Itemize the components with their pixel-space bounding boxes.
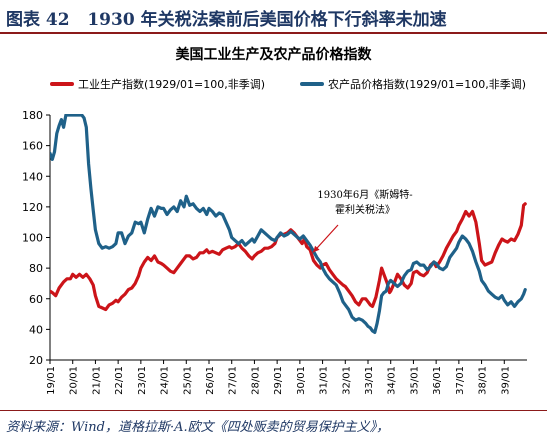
x-tick-label: 31/01: [319, 366, 330, 395]
x-tick-label: 33/01: [364, 366, 375, 395]
x-tick-label: 27/01: [228, 366, 239, 395]
annotation-text-line: 霍利关税法》: [335, 203, 395, 216]
legend-swatch-industrial: [50, 82, 74, 86]
figure-header: 图表 42 1930 年关税法案前后美国价格下行斜率未加速: [0, 0, 547, 34]
y-tick-label: 60: [29, 293, 43, 306]
x-tick-label: 25/01: [182, 366, 193, 395]
annotation-arrow-head: [313, 245, 320, 253]
x-tick-label: 38/01: [478, 366, 489, 395]
x-tick-label: 21/01: [91, 366, 102, 395]
legend-swatch-agri: [300, 82, 324, 86]
legend-item-agri: 农产品价格指数(1929/01=100,非季调): [300, 76, 526, 92]
series-line-industrial: [50, 202, 527, 312]
legend-label-industrial: 工业生产指数(1929/01=100,非季调): [78, 78, 265, 91]
figure-label: 图表 42: [6, 10, 70, 30]
y-tick-label: 120: [22, 201, 43, 214]
y-tick-label: 40: [29, 323, 43, 336]
x-tick-label: 37/01: [455, 366, 466, 395]
series-line-agri: [50, 114, 527, 334]
y-tick-label: 140: [22, 170, 43, 183]
x-tick-label: 34/01: [387, 366, 398, 395]
x-tick-label: 39/01: [500, 366, 511, 395]
x-tick-label: 23/01: [137, 366, 148, 395]
x-tick-label: 19/01: [46, 366, 57, 395]
annotation-text-line: 1930年6月《斯姆特-: [317, 188, 412, 201]
figure-title-text: 1930 年关税法案前后美国价格下行斜率未加速: [87, 10, 447, 30]
y-tick-label: 160: [22, 140, 43, 153]
y-tick-label: 20: [29, 354, 43, 367]
y-tick-label: 180: [22, 109, 43, 122]
x-tick-label: 35/01: [409, 366, 420, 395]
x-tick-label: 32/01: [341, 366, 352, 395]
x-tick-label: 24/01: [160, 366, 171, 395]
legend-label-agri: 农产品价格指数(1929/01=100,非季调): [328, 78, 526, 91]
x-tick-label: 36/01: [432, 366, 443, 395]
x-tick-label: 30/01: [296, 366, 307, 395]
y-tick-label: 100: [22, 232, 43, 245]
footer-rule: [0, 410, 547, 411]
header-rule: [0, 32, 547, 34]
x-tick-label: 20/01: [69, 366, 80, 395]
chart-title: 美国工业生产及农产品价格指数: [175, 47, 372, 63]
x-tick-label: 26/01: [205, 366, 216, 395]
legend-item-industrial: 工业生产指数(1929/01=100,非季调): [50, 76, 265, 92]
source-note: 资料来源：Wind，道格拉斯·A.欧文《四处贩卖的贸易保护主义》，: [6, 420, 390, 435]
x-tick-label: 28/01: [250, 366, 261, 395]
x-tick-label: 29/01: [273, 366, 284, 395]
figure-title: 图表 42 1930 年关税法案前后美国价格下行斜率未加速: [6, 5, 447, 30]
y-tick-label: 80: [29, 262, 43, 275]
x-tick-label: 22/01: [114, 366, 125, 395]
